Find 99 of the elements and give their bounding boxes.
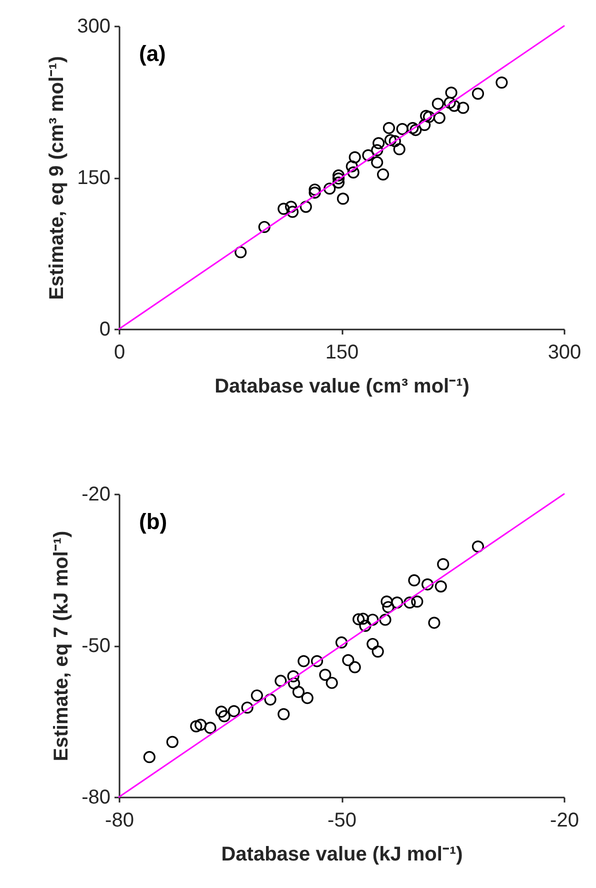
x-tick-label: -80 [105,810,134,832]
point [190,720,202,732]
point [258,220,270,234]
annotation: (a) [139,41,166,66]
point [308,184,321,196]
point [391,596,404,609]
y-axis-title: Estimate, eq 7 (kJ mol⁻¹) [50,530,73,762]
y-axis-title: Estimate, eq 9 (cm³ mol⁻¹) [46,56,68,300]
point [404,596,416,609]
point [428,616,440,629]
point [352,613,365,626]
point [274,674,287,687]
annotation: (b) [139,509,168,534]
point [286,206,299,218]
point [418,118,431,132]
x-tick-label: 0 [114,342,126,364]
point [411,596,424,608]
point [376,168,390,181]
point [308,186,321,199]
point [332,176,345,189]
point [472,88,484,100]
point [356,612,370,625]
point [234,246,247,258]
point [301,692,314,704]
point [496,76,508,89]
point [346,160,358,172]
point [194,718,207,731]
point [371,144,384,156]
x-tick-label: 300 [548,342,582,364]
y-tick-label: -50 [82,635,110,657]
point [362,149,374,162]
point [166,736,178,748]
point [348,661,361,674]
point [393,143,406,156]
point [406,122,419,134]
point [300,200,312,213]
point [241,702,254,714]
y-tick-label: 0 [99,318,110,340]
point [432,98,444,110]
point [366,638,379,650]
point [285,200,298,213]
point [457,102,470,114]
x-tick-label: -20 [550,810,579,832]
point [310,655,324,668]
point [336,192,350,205]
point [472,540,484,553]
point [215,706,228,718]
point [388,135,401,148]
point [434,580,447,592]
y-tick-label: -20 [82,484,110,506]
point [421,578,434,590]
point [348,151,361,164]
point [288,677,300,690]
point [324,182,336,195]
point [298,655,310,668]
point [204,722,216,734]
y-tick-label: 300 [77,16,110,38]
point [319,668,332,681]
x-tick-label: -50 [328,810,356,832]
point [445,86,458,99]
point [380,596,393,608]
y-tick-label: -80 [82,786,110,808]
point [396,122,408,136]
point [382,122,396,134]
point [326,676,338,689]
point [287,670,300,682]
x-axis-title: Database value (cm³ mol⁻¹) [214,376,470,398]
point [410,124,422,136]
y-tick-label: 150 [77,167,110,189]
x-tick-label: 150 [325,342,359,364]
point [422,110,436,123]
point [264,694,276,706]
point [342,654,354,666]
point [379,614,392,626]
point [335,636,348,649]
point [278,708,290,720]
point [292,686,305,698]
point [444,96,456,109]
point [448,100,460,112]
point [372,137,385,150]
point [332,169,345,182]
point [372,646,384,658]
point [143,751,156,764]
point [433,112,446,124]
point [218,710,230,722]
point [371,156,384,168]
x-axis-title: Database value (kJ mol⁻¹) [221,844,463,866]
point [278,202,290,215]
point [359,620,372,632]
point [366,614,379,626]
point [228,705,240,718]
point [384,134,396,146]
point [250,689,263,702]
point [382,601,394,614]
point [420,110,432,122]
point [437,558,450,570]
point [347,166,360,178]
point [408,574,420,586]
point [332,172,345,185]
